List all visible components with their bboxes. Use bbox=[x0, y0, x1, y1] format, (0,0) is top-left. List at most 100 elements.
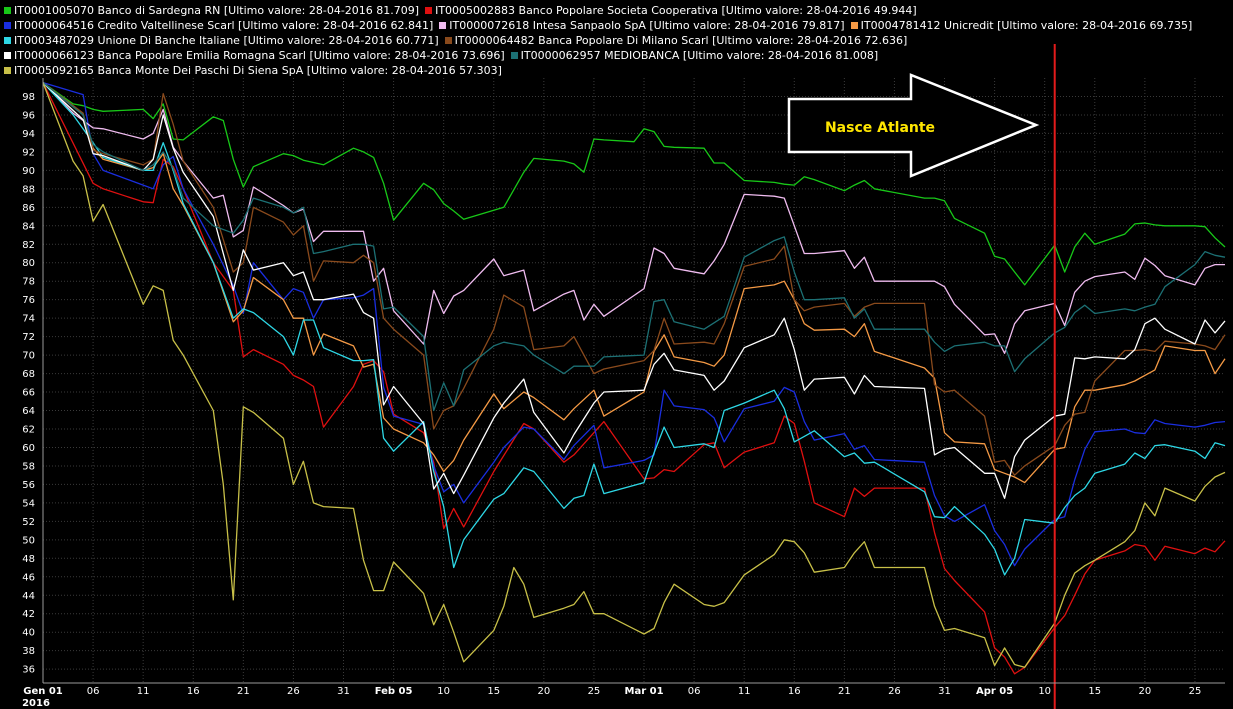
legend-item: IT0000064482 Banca Popolare Di Milano Sc… bbox=[444, 33, 908, 48]
legend-item: IT0000066123 Banca Popolare Emilia Romag… bbox=[4, 48, 505, 63]
y-tick-label: 52 bbox=[22, 517, 35, 528]
x-tick-label: 10 bbox=[437, 686, 450, 697]
series-line bbox=[42, 82, 1226, 484]
x-tick-label: 15 bbox=[1088, 686, 1101, 697]
x-tick-label: Feb 05 bbox=[375, 686, 413, 697]
y-tick-label: 84 bbox=[22, 221, 35, 232]
x-tick-label: 11 bbox=[137, 686, 150, 697]
x-tick-label: 26 bbox=[888, 686, 901, 697]
legend-swatch bbox=[4, 67, 11, 74]
legend-item: IT0005002883 Banco Popolare Societa Coop… bbox=[425, 3, 917, 18]
legend-swatch bbox=[444, 37, 452, 44]
series-line bbox=[42, 82, 1226, 286]
y-tick-label: 90 bbox=[22, 166, 35, 177]
y-tick-label: 62 bbox=[22, 424, 35, 435]
y-tick-label: 44 bbox=[22, 591, 35, 602]
grid-lines bbox=[42, 78, 1225, 683]
legend-label: IT0005002883 Banco Popolare Societa Coop… bbox=[435, 4, 917, 17]
series-line bbox=[42, 81, 1226, 567]
y-tick-label: 36 bbox=[22, 665, 35, 676]
x-tick-label: 20 bbox=[1138, 686, 1151, 697]
x-tick-label: 21 bbox=[838, 686, 851, 697]
legend-label: IT0003487029 Unione Di Banche Italiane [… bbox=[14, 34, 439, 47]
legend-label: IT0000064516 Credito Valtellinese Scarl … bbox=[14, 19, 434, 32]
legend-label: IT0000062957 MEDIOBANCA [Ultimo valore: … bbox=[520, 49, 879, 62]
legend-swatch bbox=[439, 22, 447, 29]
legend-item: IT0005092165 Banca Monte Dei Paschi Di S… bbox=[4, 63, 502, 78]
y-tick-label: 40 bbox=[22, 628, 35, 639]
y-tick-label: 88 bbox=[22, 184, 35, 195]
y-tick-label: 68 bbox=[22, 369, 35, 380]
legend-label: IT0000064482 Banca Popolare Di Milano Sc… bbox=[454, 34, 908, 47]
legend-swatch bbox=[4, 37, 11, 44]
y-tick-label: 56 bbox=[22, 480, 35, 491]
y-tick-label: 42 bbox=[22, 609, 35, 620]
x-tick-label: 21 bbox=[237, 686, 250, 697]
y-tick-label: 48 bbox=[22, 554, 35, 565]
legend-label: IT0000072618 Intesa Sanpaolo SpA [Ultimo… bbox=[449, 19, 845, 32]
y-tick-label: 92 bbox=[22, 147, 35, 158]
y-tick-label: 98 bbox=[22, 92, 35, 103]
legend-label: IT0004781412 Unicredit [Ultimo valore: 2… bbox=[860, 19, 1193, 32]
series-line bbox=[42, 82, 1226, 476]
x-tick-label: Apr 05 bbox=[976, 686, 1013, 697]
legend-swatch bbox=[4, 7, 11, 14]
series-line bbox=[42, 82, 1226, 499]
y-tick-label: 78 bbox=[22, 277, 35, 288]
legend-swatch bbox=[850, 22, 858, 29]
y-tick-label: 94 bbox=[22, 129, 35, 140]
x-tick-label: 16 bbox=[187, 686, 200, 697]
y-tick-label: 38 bbox=[22, 646, 35, 657]
x-tick-label: 15 bbox=[487, 686, 500, 697]
x-tick-label: 06 bbox=[688, 686, 701, 697]
legend-label: IT0000066123 Banca Popolare Emilia Romag… bbox=[14, 49, 505, 62]
y-tick-label: 50 bbox=[22, 535, 35, 546]
annotation-label: Nasce Atlante bbox=[825, 120, 935, 136]
legend-item: IT0000064516 Credito Valtellinese Scarl … bbox=[4, 18, 433, 33]
arrow-shape bbox=[787, 73, 1040, 178]
x-tick-label: 26 bbox=[287, 686, 300, 697]
series-line bbox=[42, 82, 1226, 576]
legend-swatch bbox=[4, 22, 11, 29]
y-tick-label: 96 bbox=[22, 110, 35, 121]
y-tick-label: 86 bbox=[22, 203, 35, 214]
legend-label: IT0001005070 Banco di Sardegna RN [Ultim… bbox=[14, 4, 420, 17]
x-tick-label: 06 bbox=[87, 686, 100, 697]
x-tick-label: 25 bbox=[1189, 686, 1202, 697]
legend-item: IT0000062957 MEDIOBANCA [Ultimo valore: … bbox=[510, 48, 879, 63]
x-tick-label: 10 bbox=[1038, 686, 1051, 697]
y-tick-label: 72 bbox=[22, 332, 35, 343]
axes: 36 38 40 42 44 46 48 50 52 54 56 58 60 62 64 66 68 70 72 74… bbox=[22, 78, 1225, 709]
legend-swatch bbox=[510, 52, 518, 59]
y-tick-label: 60 bbox=[22, 443, 35, 454]
y-tick-label: 82 bbox=[22, 240, 35, 251]
x-tick-label: 31 bbox=[938, 686, 951, 697]
y-tick-label: 46 bbox=[22, 572, 35, 583]
series-line bbox=[42, 82, 1226, 675]
y-tick-label: 70 bbox=[22, 351, 35, 362]
x-tick-label: Gen 01 bbox=[23, 686, 63, 697]
series-line bbox=[42, 82, 1225, 354]
x-tick-label: 25 bbox=[588, 686, 601, 697]
y-tick-label: 54 bbox=[22, 498, 35, 509]
legend-swatch bbox=[425, 7, 433, 14]
x-tick-label: Mar 01 bbox=[625, 686, 664, 697]
chart-legend: IT0001005070 Banco di Sardegna RN [Ultim… bbox=[4, 3, 1229, 78]
legend-swatch bbox=[4, 52, 11, 59]
x-tick-label: 20 bbox=[537, 686, 550, 697]
series-lines bbox=[42, 81, 1226, 675]
series-line bbox=[42, 82, 1226, 412]
y-tick-label: 64 bbox=[22, 406, 35, 417]
x-tick-label: 16 bbox=[788, 686, 801, 697]
y-tick-label: 58 bbox=[22, 461, 35, 472]
x-tick-label: 11 bbox=[738, 686, 751, 697]
y-tick-label: 66 bbox=[22, 388, 35, 399]
y-tick-label: 74 bbox=[22, 314, 35, 325]
x-tick-sublabel: 2016 bbox=[22, 698, 50, 709]
annotation-group: Nasce Atlante bbox=[787, 44, 1056, 709]
legend-item: IT0004781412 Unicredit [Ultimo valore: 2… bbox=[850, 18, 1193, 33]
legend-item: IT0000072618 Intesa Sanpaolo SpA [Ultimo… bbox=[439, 18, 845, 33]
y-tick-label: 76 bbox=[22, 295, 35, 306]
series-line bbox=[42, 82, 1226, 668]
